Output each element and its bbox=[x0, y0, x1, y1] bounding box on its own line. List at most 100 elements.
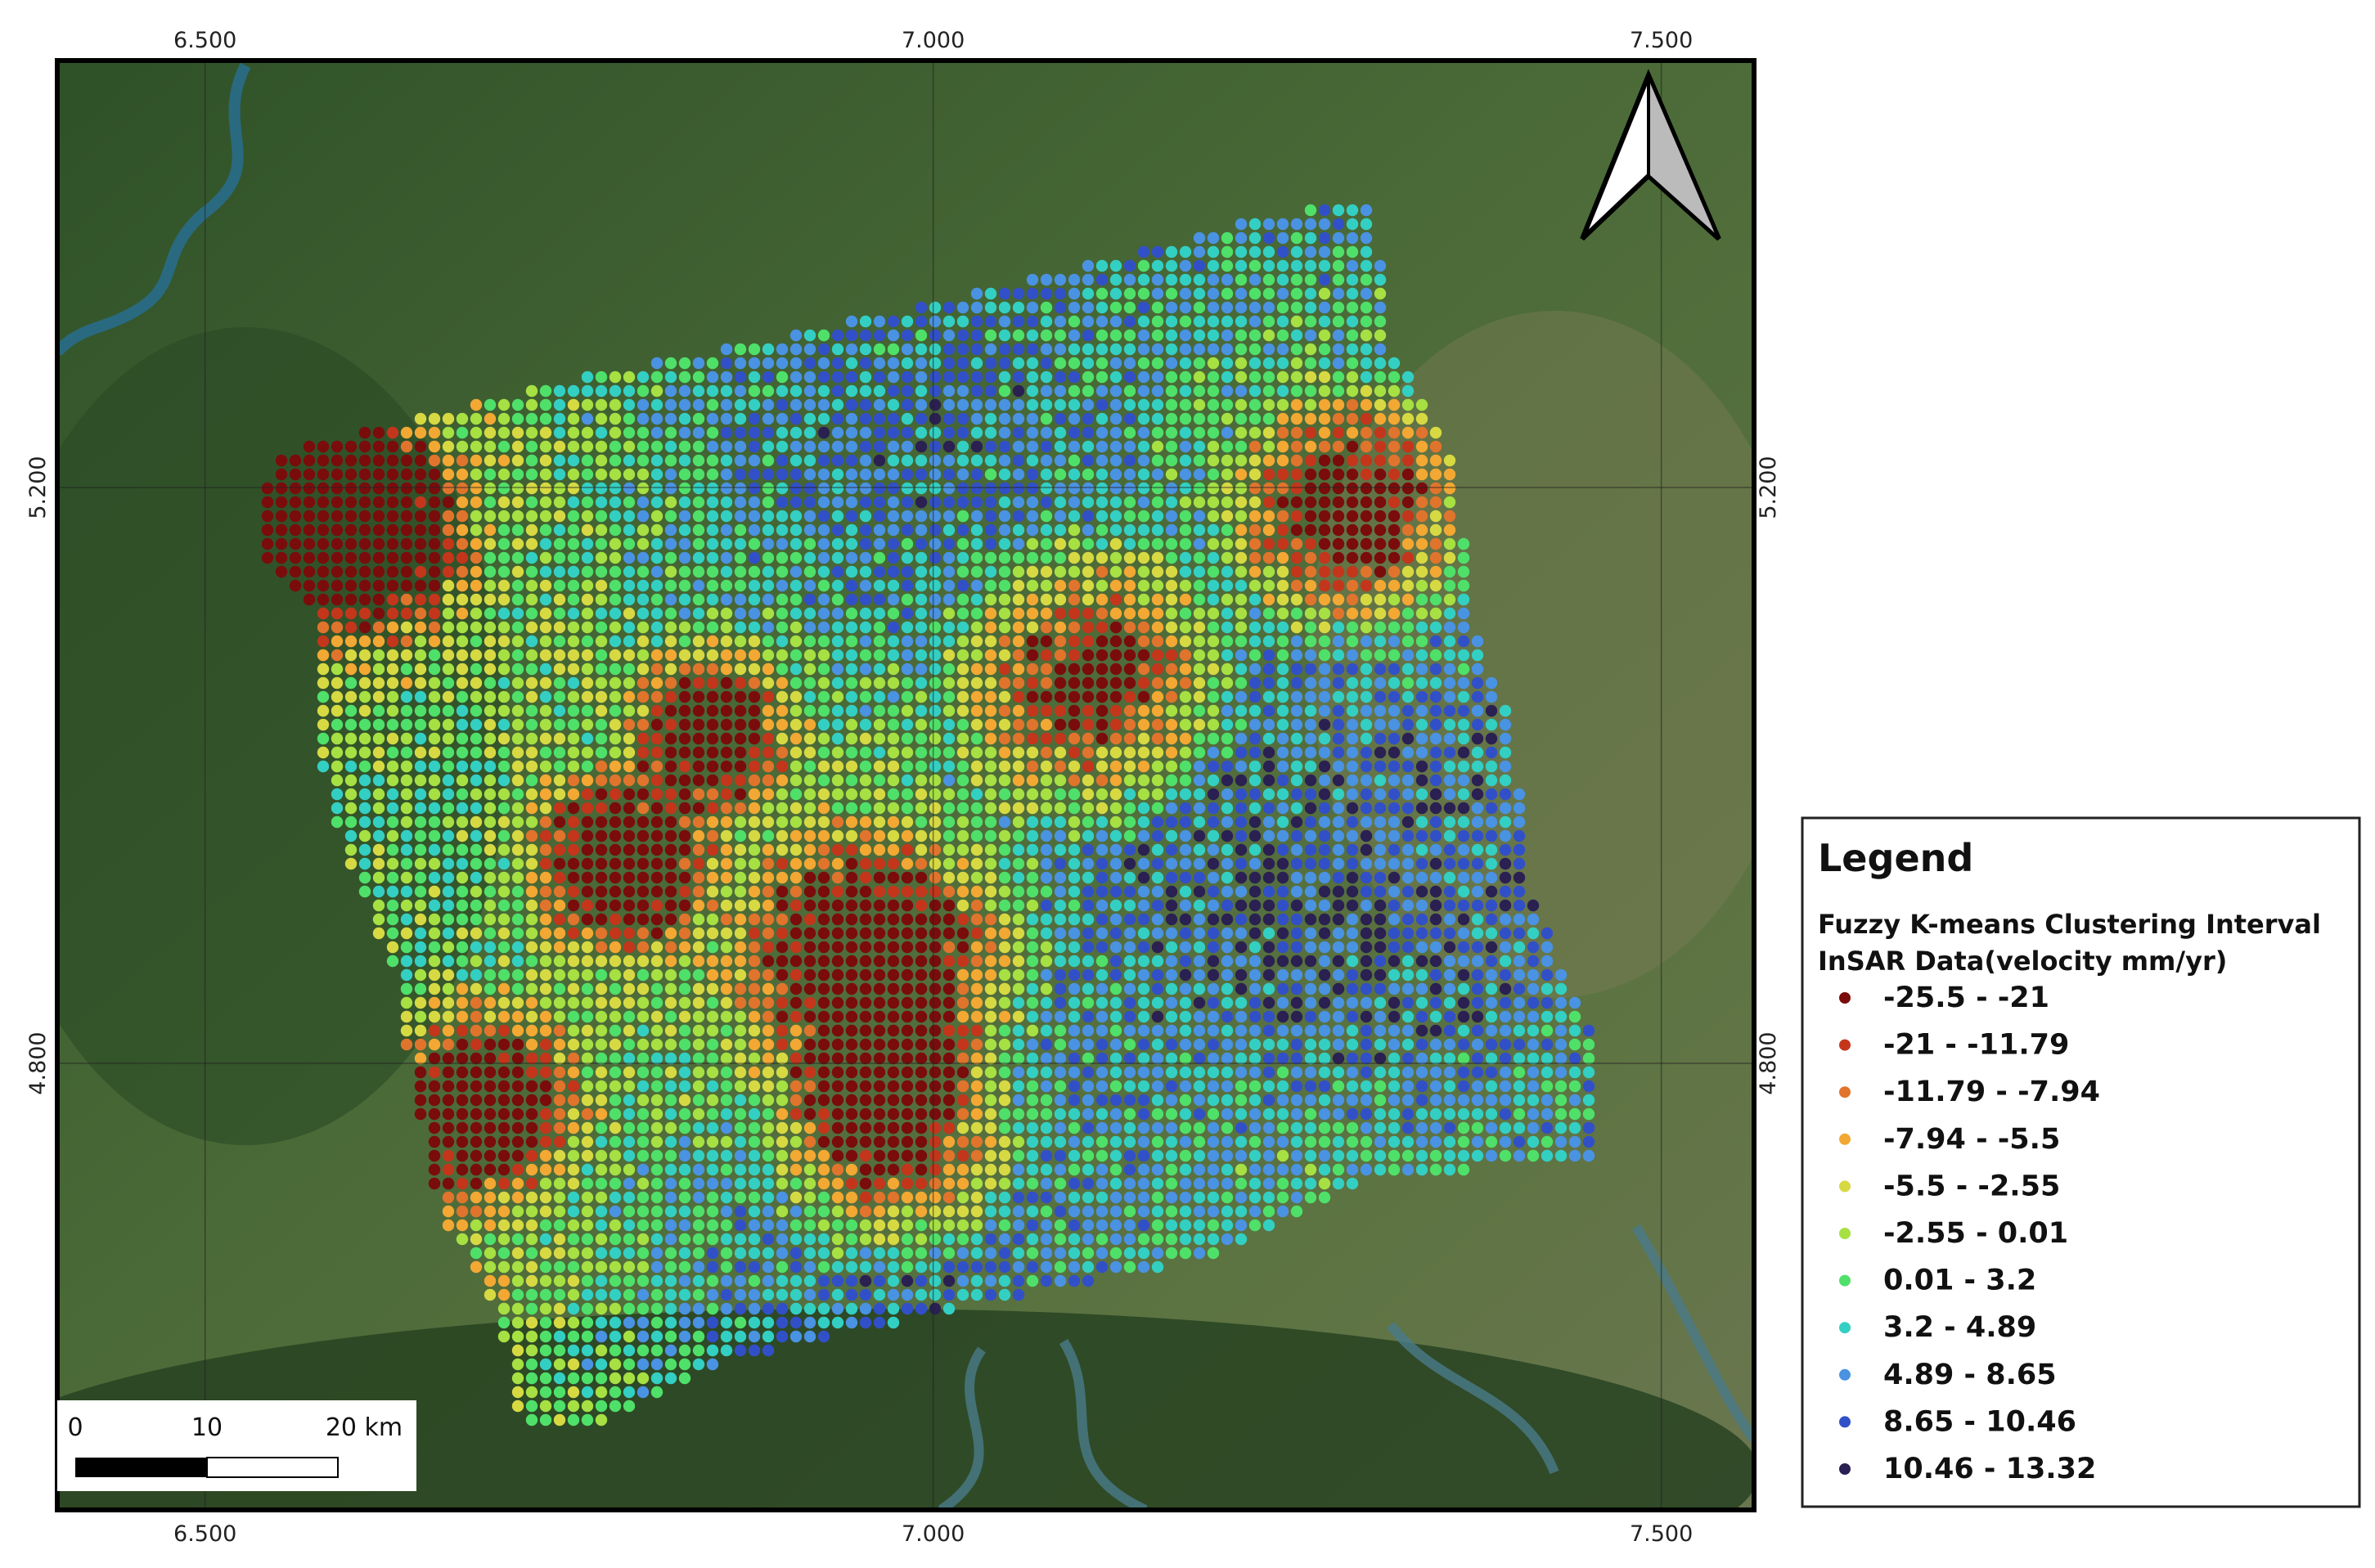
insar-point bbox=[1554, 1080, 1568, 1093]
insar-point bbox=[470, 621, 483, 634]
insar-point bbox=[817, 676, 830, 690]
insar-point bbox=[803, 551, 816, 564]
insar-point bbox=[1151, 899, 1164, 912]
insar-point bbox=[776, 496, 789, 509]
insar-point bbox=[1262, 1052, 1275, 1065]
insar-point bbox=[1388, 857, 1401, 870]
insar-point bbox=[831, 955, 844, 968]
insar-point bbox=[1151, 1024, 1164, 1037]
insar-point bbox=[511, 690, 524, 703]
insar-point bbox=[1262, 996, 1275, 1009]
insar-point bbox=[915, 1107, 928, 1121]
insar-point bbox=[539, 746, 552, 759]
insar-point bbox=[1401, 607, 1415, 620]
insar-point bbox=[901, 913, 914, 926]
insar-point bbox=[664, 885, 677, 898]
insar-point bbox=[497, 1135, 511, 1148]
insar-point bbox=[553, 899, 566, 912]
insar-point bbox=[970, 871, 983, 884]
insar-point bbox=[817, 1052, 830, 1065]
insar-point bbox=[762, 1094, 775, 1107]
insar-point bbox=[553, 621, 566, 634]
insar-point bbox=[1304, 774, 1317, 787]
insar-point bbox=[664, 1010, 677, 1023]
insar-point bbox=[1248, 1052, 1262, 1065]
insar-point bbox=[970, 287, 983, 300]
insar-point bbox=[1165, 760, 1178, 773]
insar-point bbox=[1276, 454, 1289, 467]
insar-point bbox=[525, 593, 538, 606]
insar-point bbox=[1290, 384, 1303, 398]
insar-point bbox=[762, 649, 775, 662]
insar-point bbox=[1179, 565, 1192, 578]
insar-point bbox=[970, 579, 983, 592]
insar-point bbox=[692, 871, 705, 884]
insar-point bbox=[442, 815, 455, 829]
insar-point bbox=[1082, 398, 1095, 411]
insar-point bbox=[873, 621, 886, 634]
insar-point bbox=[1388, 454, 1401, 467]
insar-point bbox=[1415, 829, 1428, 842]
insar-point bbox=[1360, 426, 1373, 439]
insar-point bbox=[1054, 927, 1067, 940]
insar-point bbox=[831, 941, 844, 954]
insar-point bbox=[1179, 412, 1192, 425]
insar-point bbox=[762, 384, 775, 398]
insar-point bbox=[1360, 885, 1373, 898]
insar-point bbox=[915, 718, 928, 731]
insar-point bbox=[1165, 982, 1178, 995]
insar-point bbox=[1095, 579, 1109, 592]
insar-point bbox=[1374, 871, 1387, 884]
insar-point bbox=[929, 301, 942, 314]
insar-point bbox=[817, 398, 830, 411]
insar-point bbox=[1207, 968, 1220, 982]
insar-point bbox=[511, 927, 524, 940]
insar-point bbox=[428, 510, 441, 523]
insar-point bbox=[581, 649, 594, 662]
insar-point bbox=[511, 788, 524, 801]
insar-point bbox=[1040, 1135, 1053, 1148]
insar-point bbox=[456, 871, 469, 884]
insar-point bbox=[1193, 357, 1206, 370]
insar-point bbox=[1304, 301, 1317, 314]
insar-point bbox=[984, 996, 997, 1009]
insar-point bbox=[1262, 635, 1275, 648]
insar-point bbox=[887, 996, 900, 1009]
insar-point bbox=[817, 704, 830, 717]
insar-point bbox=[942, 579, 956, 592]
insar-point bbox=[776, 663, 789, 676]
insar-point bbox=[887, 398, 900, 411]
insar-point bbox=[539, 454, 552, 467]
insar-point bbox=[1471, 815, 1484, 829]
insar-point bbox=[929, 635, 942, 648]
insar-point bbox=[1235, 426, 1248, 439]
insar-point bbox=[706, 871, 719, 884]
insar-point bbox=[1401, 815, 1415, 829]
insar-point bbox=[539, 802, 552, 815]
insar-point bbox=[1151, 482, 1164, 495]
insar-point bbox=[706, 802, 719, 815]
insar-point bbox=[567, 815, 580, 829]
insar-point bbox=[1374, 607, 1387, 620]
insar-point bbox=[831, 579, 844, 592]
insar-point bbox=[1026, 676, 1039, 690]
insar-point bbox=[1554, 1094, 1568, 1107]
insar-point bbox=[484, 593, 497, 606]
insar-point bbox=[497, 621, 511, 634]
insar-point bbox=[789, 565, 803, 578]
insar-point bbox=[567, 690, 580, 703]
insar-point bbox=[428, 829, 441, 842]
insar-point bbox=[845, 621, 858, 634]
insar-point bbox=[1235, 468, 1248, 481]
insar-point bbox=[1332, 454, 1345, 467]
insar-point bbox=[1262, 718, 1275, 731]
insar-point bbox=[442, 968, 455, 982]
insar-point bbox=[414, 510, 427, 523]
insar-point bbox=[1346, 426, 1359, 439]
insar-point bbox=[1276, 718, 1289, 731]
insar-point bbox=[1221, 287, 1234, 300]
insar-point bbox=[1012, 690, 1025, 703]
insar-point bbox=[734, 357, 747, 370]
insar-point bbox=[1095, 1107, 1109, 1121]
insar-point bbox=[1388, 510, 1401, 523]
